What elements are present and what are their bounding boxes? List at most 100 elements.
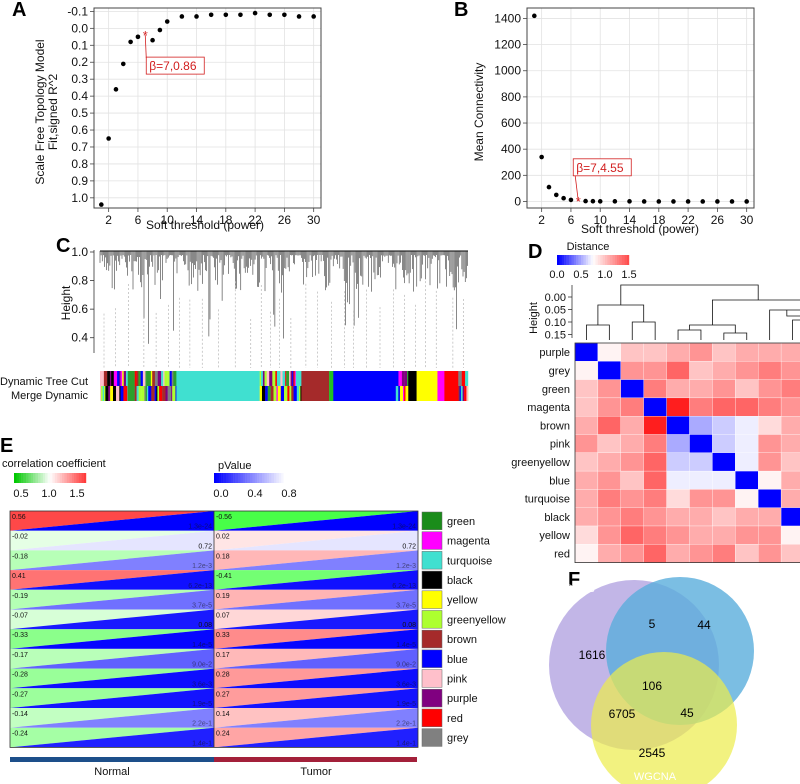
d-cell <box>780 342 800 362</box>
panel-b-points: * <box>532 13 749 209</box>
e-p-triangle <box>10 530 214 551</box>
c-dynamic-cut-segment <box>167 371 170 386</box>
panel-a-points: * <box>99 10 316 207</box>
e-module-label: turquoise <box>447 555 492 567</box>
e-p-legend-step <box>269 473 272 483</box>
e-corr-legend-step <box>50 473 53 483</box>
e-p-legend-step <box>252 473 255 483</box>
d-cell <box>689 470 713 490</box>
e-module-swatch <box>421 728 443 747</box>
d-legend-step <box>590 255 594 265</box>
d-cell <box>758 470 782 490</box>
c-dynamic-cut-segment <box>275 371 278 386</box>
d-cell <box>574 525 599 545</box>
e-p-faint-label: 9.0e-2 <box>192 662 212 669</box>
b-y-tick-label: 200 <box>501 168 521 182</box>
b-x-tick-label: 22 <box>681 213 695 227</box>
e-corr-triangle <box>214 629 418 649</box>
d-cell <box>643 379 667 399</box>
d-height-tick-label: 0.05 <box>545 305 566 317</box>
d-row-label: red <box>554 548 570 560</box>
a-y-tick-label: 0.0 <box>71 21 88 35</box>
venn-region-degs-only: 1616 <box>579 648 606 662</box>
d-cell <box>758 416 782 435</box>
d-cell <box>597 489 621 508</box>
c-dynamic-cut-segment <box>123 371 127 386</box>
d-cell <box>666 525 690 545</box>
e-p-faint-label: 1.2e-3 <box>396 563 416 570</box>
d-cell <box>735 525 759 545</box>
e-p-legend-step <box>257 473 260 483</box>
e-corr-triangle <box>10 629 214 649</box>
e-corr-legend-step <box>66 473 70 483</box>
c-dynamic-cut-segment <box>157 371 162 386</box>
d-cell <box>735 379 759 399</box>
e-corr-triangle <box>214 570 418 590</box>
d-legend-step <box>602 255 606 265</box>
e-p-faint-label: 1.9e-5 <box>396 701 416 708</box>
e-p-legend-step <box>281 473 284 483</box>
panel-a-y-ticks: -0.1 0.0 0.1 0.2 0.3 0.4 0.5 0.6 0.7 0.8 0.9 1.0 <box>67 4 94 205</box>
d-cell <box>620 507 644 527</box>
b-point <box>597 199 603 204</box>
e-module-swatch <box>421 629 443 649</box>
e-corr-legend-step <box>71 473 75 483</box>
d-cell <box>620 342 644 362</box>
a-point <box>296 14 302 19</box>
d-cell <box>643 397 667 417</box>
e-corr-triangle <box>10 708 214 728</box>
e-p-legend-step <box>214 473 217 483</box>
b-point <box>539 154 544 160</box>
e-p-legend-step <box>233 473 236 483</box>
e-p-triangle <box>10 550 214 571</box>
d-cell <box>735 452 759 472</box>
d-cell <box>689 489 713 508</box>
c-merge-dynamic-segment <box>276 386 278 401</box>
panel-c-merge-dynamic-bar <box>100 386 469 401</box>
panel-b-frame <box>526 7 755 209</box>
c-merge-dynamic-segment <box>265 386 268 401</box>
b-y-tick-label: 400 <box>501 142 521 156</box>
c-dynamic-cut-segment <box>333 371 396 386</box>
e-module-swatch <box>421 669 443 688</box>
e-corr-label: 0.18 <box>216 553 230 560</box>
c-dynamic-cut-segment <box>444 371 459 386</box>
c-dynamic-cut-segment <box>465 371 469 386</box>
d-cell <box>689 525 713 545</box>
d-cell <box>597 452 621 472</box>
e-corr-legend-step <box>38 473 41 483</box>
a-point <box>267 12 273 18</box>
e-p-faint-label: 1.9e-5 <box>192 701 212 708</box>
e-corr-legend-step <box>54 473 58 483</box>
panel-d-dendrogram <box>586 284 800 340</box>
d-cell <box>712 489 736 508</box>
d-cell <box>780 507 800 527</box>
d-cell <box>758 525 782 545</box>
d-cell <box>620 379 644 399</box>
c-y-tick-label: 1.0 <box>71 245 88 259</box>
c-merge-dynamic-segment <box>176 386 260 401</box>
venn-region-degs-panoptosis: 5 <box>649 617 656 631</box>
b-x-tick-label: 10 <box>594 213 608 227</box>
c-merge-dynamic-segment <box>437 386 445 401</box>
c-dynamic-cut-segment <box>171 371 174 386</box>
e-p-legend-step <box>238 473 241 483</box>
c-dynamic-cut-segment <box>163 371 165 386</box>
a-y-tick-label: 0.9 <box>71 174 88 188</box>
e-corr-legend-step <box>69 473 72 483</box>
e-p-faint-label: 1.4e-1 <box>396 740 416 747</box>
d-row-label: pink <box>550 439 571 451</box>
c-merge-dynamic-segment <box>110 386 114 401</box>
a-x-tick-label: 2 <box>105 213 112 227</box>
d-cell <box>758 379 782 399</box>
e-corr-legend-step <box>42 473 46 483</box>
e-corr-legend-step <box>62 473 65 483</box>
panel-f-venn: DEGs PANoptosis WGCNA 1616 5 44 106 6705… <box>549 577 794 784</box>
d-legend-step <box>569 255 572 265</box>
panel-c-y-ticks: 0.4 0.6 0.8 1.0 <box>71 245 94 345</box>
c-dynamic-cut-segment <box>152 371 156 386</box>
panel-a-annotation-box <box>145 56 205 75</box>
d-cell <box>758 489 782 508</box>
d-cell <box>712 342 736 362</box>
e-p-faint-label: 6.2e-13 <box>392 583 416 590</box>
